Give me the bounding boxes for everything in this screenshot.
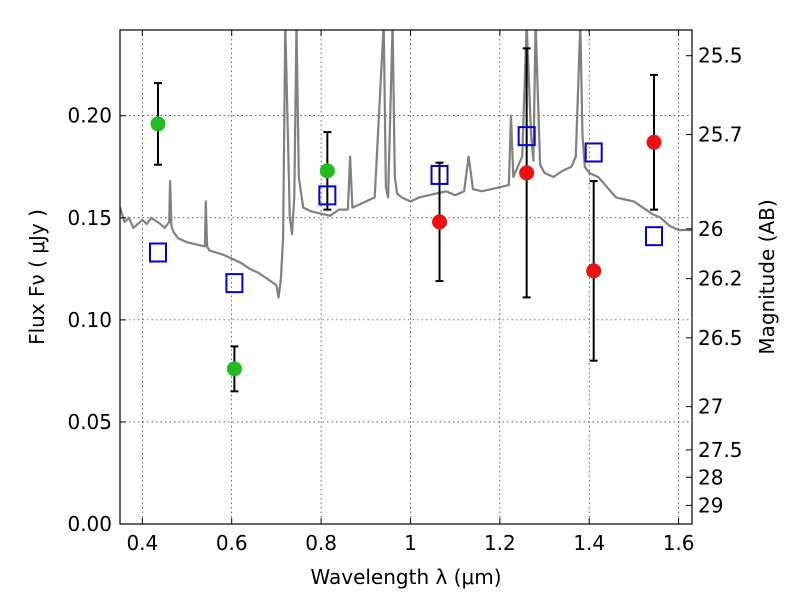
data-points <box>148 47 664 393</box>
x-tick-label: 0.8 <box>305 531 337 555</box>
grid-lines <box>120 30 692 525</box>
data-point <box>519 165 535 181</box>
axis-ticks: 0.4 0.6 0.8 1 1.2 1.4 1.6 0.00 0.05 0.10 0.15 0.20 2… <box>67 30 743 555</box>
model-point <box>584 142 603 163</box>
y-axis-label: Flux Fν ( μJy ) <box>25 209 49 345</box>
right-tick-label: 26.5 <box>698 326 743 350</box>
data-point <box>150 116 166 132</box>
x-tick-label: 1.6 <box>663 531 695 555</box>
data-point <box>586 263 602 279</box>
model-spectrum <box>120 30 692 299</box>
right-tick-label: 27 <box>698 395 723 419</box>
spectrum-line <box>120 30 692 299</box>
right-tick-label: 26.2 <box>698 267 743 291</box>
data-point <box>226 361 242 377</box>
y-tick-label: 0.15 <box>67 206 112 230</box>
data-point <box>319 163 335 179</box>
x-tick-label: 1 <box>404 531 417 555</box>
model-point <box>148 242 167 263</box>
right-tick-label: 29 <box>698 493 723 517</box>
model-point <box>645 226 664 247</box>
x-tick-label: 0.6 <box>216 531 248 555</box>
y-tick-label: 0.20 <box>67 104 112 128</box>
model-point <box>517 126 536 147</box>
data-point <box>432 214 448 230</box>
model-point <box>430 164 449 185</box>
right-tick-label: 26 <box>698 217 723 241</box>
right-tick-label: 25.7 <box>698 123 743 147</box>
model-point <box>318 185 337 206</box>
right-tick-label: 27.5 <box>698 438 743 462</box>
y-tick-label: 0.05 <box>67 410 112 434</box>
data-point <box>646 134 662 150</box>
plot-frame <box>119 29 693 525</box>
right-tick-label: 28 <box>698 465 723 489</box>
model-point <box>225 273 244 294</box>
x-tick-label: 0.4 <box>126 531 158 555</box>
right-axis-label: Magnitude (AB) <box>755 199 779 354</box>
y-tick-label: 0.10 <box>67 308 112 332</box>
y-tick-label: 0.00 <box>67 512 112 536</box>
x-tick-label: 1.2 <box>484 531 516 555</box>
x-axis-label: Wavelength λ (μm) <box>310 565 501 589</box>
x-tick-label: 1.4 <box>573 531 605 555</box>
right-tick-label: 25.5 <box>698 44 743 68</box>
